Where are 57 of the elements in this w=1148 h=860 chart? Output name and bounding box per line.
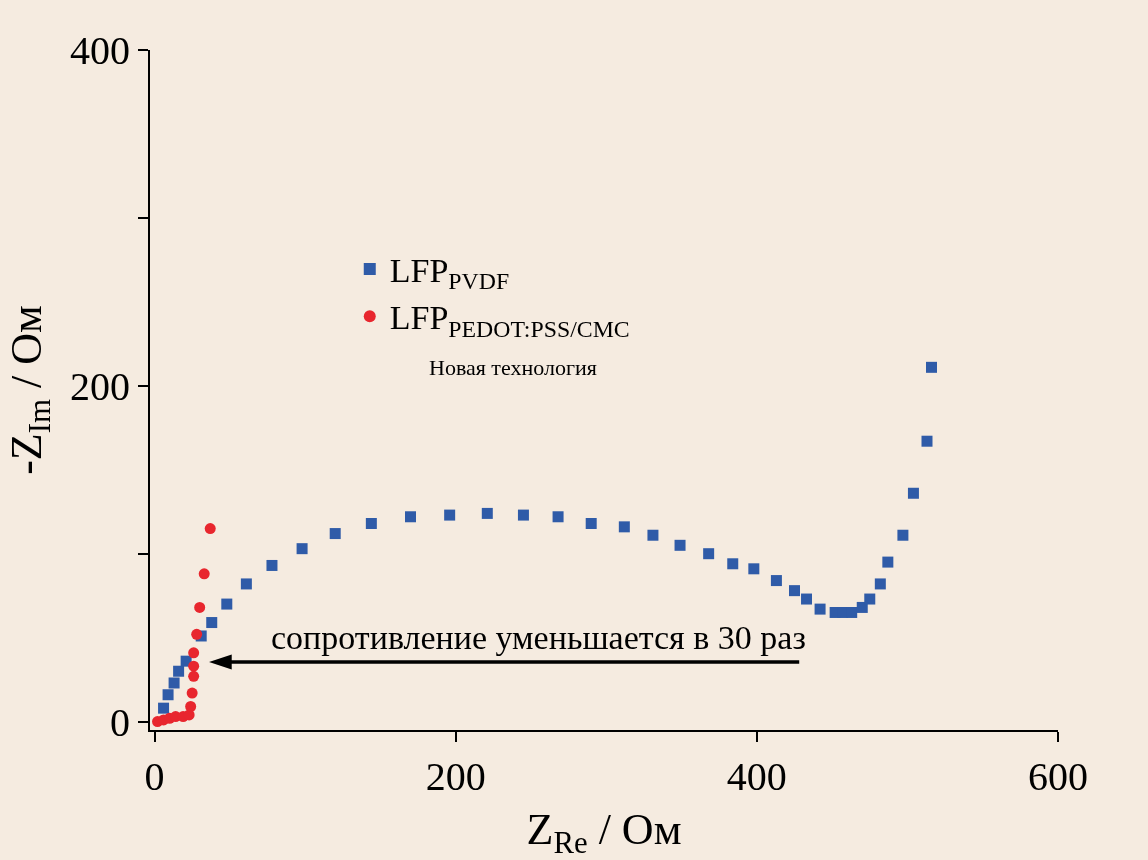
point [162,689,174,701]
point [552,511,564,523]
x-axis-title: Z$_{Re}$ / Ом [526,804,682,860]
x-tick-label: 0 [144,754,165,799]
annotation: Новая технология [429,355,597,380]
point [921,435,933,447]
point [365,517,377,529]
point [329,528,341,540]
legend-label: LFP$_{PVDF}$ [389,252,510,295]
x-tick-label: 200 [425,754,486,799]
point [907,487,919,499]
point [788,585,800,597]
point [221,598,233,610]
point [770,575,782,587]
point [158,702,170,714]
point [674,539,686,551]
point [185,700,197,712]
point [296,543,308,555]
point [585,517,597,529]
point [481,507,493,519]
point [846,606,858,618]
point [188,670,200,682]
point [647,529,659,541]
x-tick-label: 400 [726,754,787,799]
point [206,617,218,629]
point [188,647,200,659]
point [874,578,886,590]
point [188,660,200,672]
point [814,603,826,615]
annotation: сопротивление уменьшается в 30 раз [271,619,806,656]
point [266,559,278,571]
y-tick-label: 0 [110,699,130,745]
point [897,529,909,541]
x-tick-label: 600 [1028,754,1088,799]
point [168,677,180,689]
point [703,548,715,560]
y-tick-label: 400 [70,28,130,73]
point [198,568,210,580]
point [926,361,938,373]
point [405,511,416,523]
point [864,593,876,605]
point [618,521,630,533]
point [882,556,894,568]
point [517,509,529,521]
point [240,578,252,590]
legend-label: LFP$_{PEDOT:PSS/CMC}$ [389,299,630,342]
point [173,665,185,677]
point [444,509,456,521]
point [801,593,813,605]
point [856,601,868,613]
point [727,558,739,570]
y-tick-label: 200 [70,363,130,409]
point [204,523,216,535]
point [194,601,206,613]
point [191,628,203,640]
point [186,687,198,699]
point [748,563,760,575]
